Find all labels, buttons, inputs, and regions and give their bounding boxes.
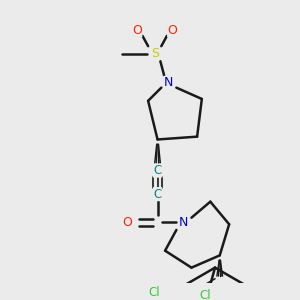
Text: C: C (153, 164, 162, 177)
Text: O: O (122, 216, 132, 229)
Text: O: O (132, 24, 142, 37)
Text: O: O (168, 24, 178, 37)
Text: N: N (164, 76, 173, 89)
Text: Cl: Cl (148, 286, 160, 298)
Text: S: S (151, 47, 159, 60)
Text: C: C (153, 188, 162, 201)
Text: Cl: Cl (200, 290, 212, 300)
Text: N: N (179, 216, 189, 229)
